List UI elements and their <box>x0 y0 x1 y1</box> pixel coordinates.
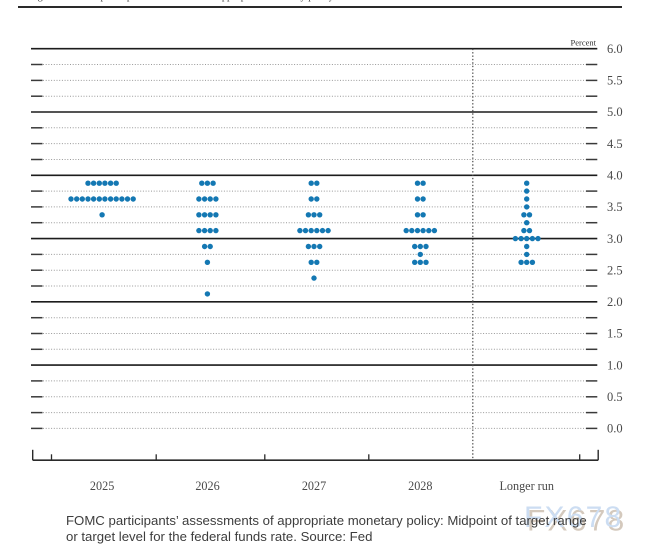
svg-text:1.5: 1.5 <box>607 327 623 341</box>
svg-text:3.0: 3.0 <box>607 232 623 246</box>
svg-text:2.5: 2.5 <box>607 263 623 277</box>
svg-text:6.0: 6.0 <box>607 42 623 56</box>
svg-text:4.5: 4.5 <box>607 137 623 151</box>
svg-text:2.0: 2.0 <box>607 295 623 309</box>
svg-text:Percent: Percent <box>571 38 597 48</box>
svg-text:1.0: 1.0 <box>607 358 623 372</box>
svg-text:5.5: 5.5 <box>607 74 623 88</box>
svg-text:0.0: 0.0 <box>607 422 623 436</box>
svg-text:5.0: 5.0 <box>607 105 623 119</box>
svg-text:Longer run: Longer run <box>499 479 554 493</box>
svg-text:2027: 2027 <box>302 479 326 493</box>
svg-text:0.5: 0.5 <box>607 390 623 404</box>
svg-text:2025: 2025 <box>90 479 114 493</box>
svg-text:2028: 2028 <box>408 479 432 493</box>
svg-text:3.5: 3.5 <box>607 200 623 214</box>
svg-text:4.0: 4.0 <box>607 169 623 183</box>
svg-text:2026: 2026 <box>195 479 219 493</box>
